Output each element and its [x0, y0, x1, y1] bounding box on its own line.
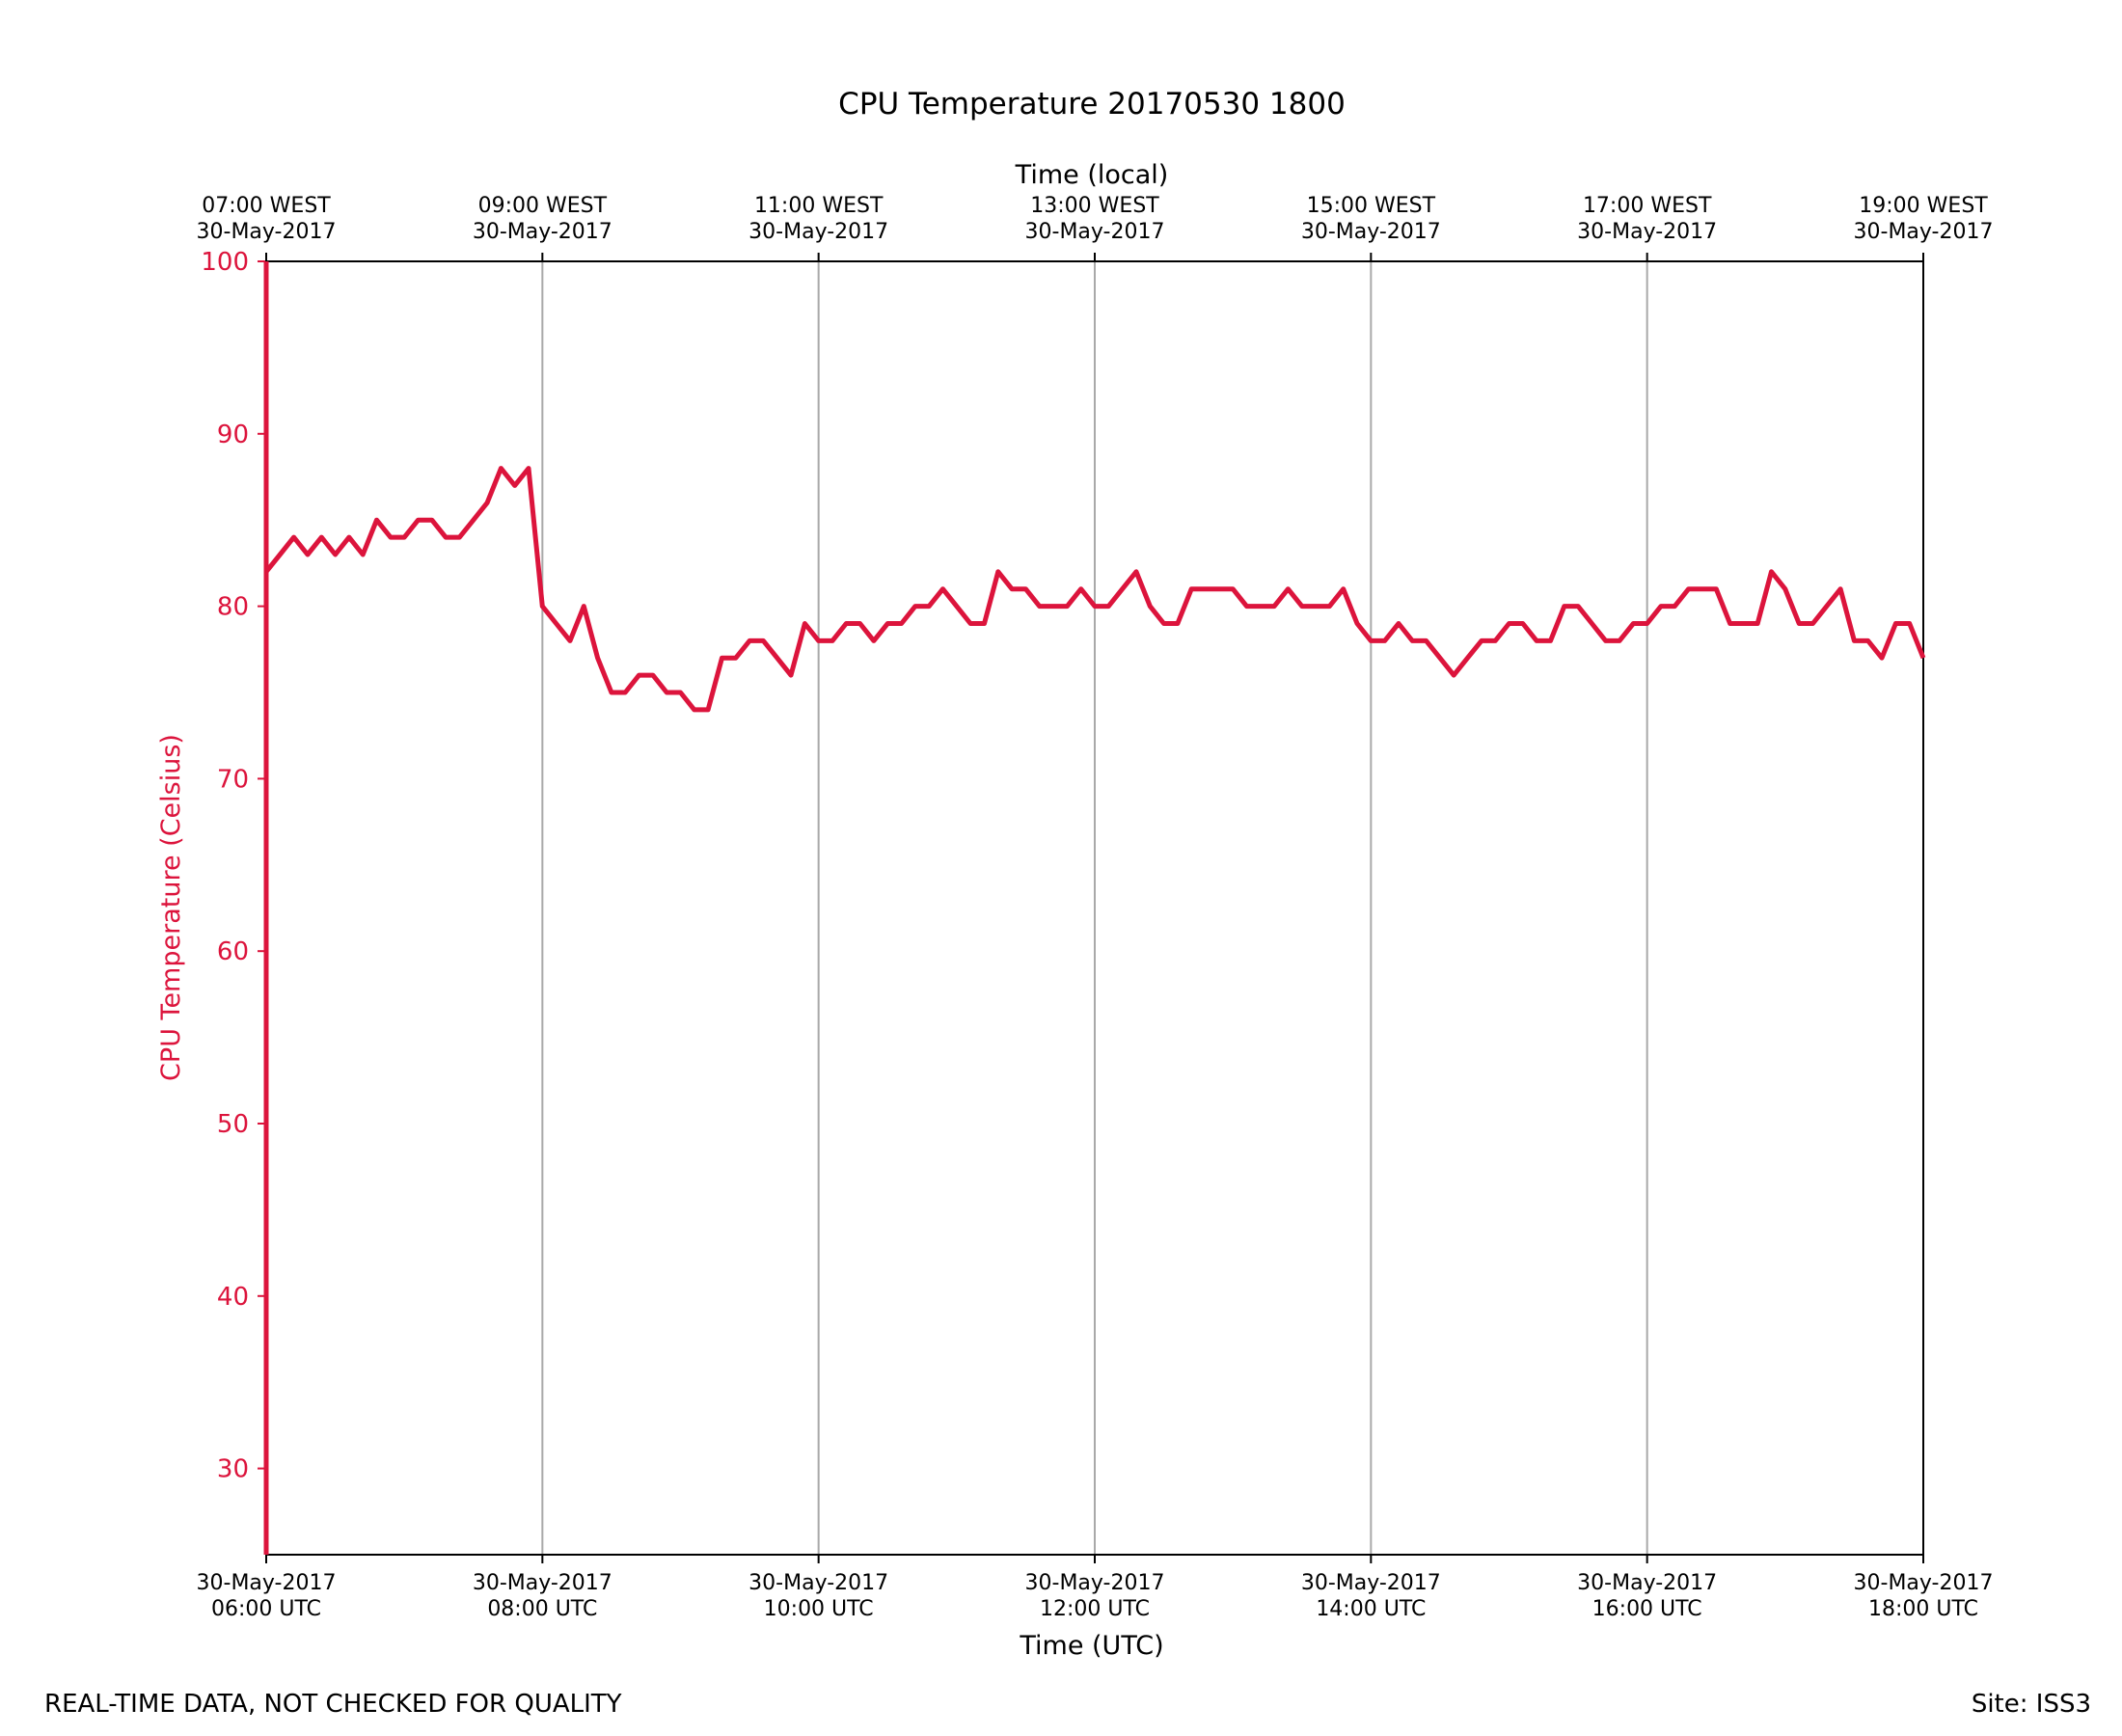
y-tick-label: 80	[217, 593, 249, 622]
y-tick-label: 100	[201, 248, 249, 277]
x-tick-label-date: 30-May-2017	[1301, 1571, 1441, 1595]
top-tick-label-local: 07:00 WEST	[202, 194, 331, 218]
top-tick-label-local: 09:00 WEST	[478, 194, 608, 218]
chart-title: CPU Temperature 20170530 1800	[838, 87, 1346, 122]
top-tick-label-date: 30-May-2017	[748, 220, 888, 244]
y-tick-label: 50	[217, 1110, 249, 1139]
y-axis-label: CPU Temperature (Celsius)	[156, 734, 186, 1081]
y-tick-label: 30	[217, 1455, 249, 1484]
y-tick-label: 70	[217, 765, 249, 794]
top-tick-label-local: 15:00 WEST	[1307, 194, 1436, 218]
quality-disclaimer: REAL-TIME DATA, NOT CHECKED FOR QUALITY	[44, 1690, 622, 1719]
grid-lines	[541, 261, 1648, 1555]
x-tick-label-utc: 16:00 UTC	[1592, 1597, 1702, 1621]
y-tick-label: 40	[217, 1283, 249, 1312]
top-tick-label-local: 11:00 WEST	[754, 194, 884, 218]
x-tick-label-utc: 12:00 UTC	[1040, 1597, 1150, 1621]
top-tick-label-date: 30-May-2017	[473, 220, 612, 244]
x-tick-label-utc: 06:00 UTC	[211, 1597, 321, 1621]
top-tick-label-date: 30-May-2017	[197, 220, 337, 244]
top-tick-label-date: 30-May-2017	[1301, 220, 1441, 244]
x-tick-label-date: 30-May-2017	[1854, 1571, 1994, 1595]
x-tick-label-utc: 18:00 UTC	[1868, 1597, 1978, 1621]
top-tick-label-date: 30-May-2017	[1854, 220, 1994, 244]
site-label: Site: ISS3	[1972, 1690, 2091, 1719]
top-tick-label-date: 30-May-2017	[1577, 220, 1717, 244]
x-tick-label-date: 30-May-2017	[1577, 1571, 1717, 1595]
x-axis-label: Time (UTC)	[1019, 1631, 1163, 1661]
x-tick-label-date: 30-May-2017	[197, 1571, 337, 1595]
y-tick-label: 90	[217, 420, 249, 449]
x-tick-label-date: 30-May-2017	[748, 1571, 888, 1595]
top-x-axis-label: Time (local)	[1015, 160, 1169, 190]
top-tick-label-date: 30-May-2017	[1025, 220, 1165, 244]
top-tick-label-local: 19:00 WEST	[1859, 194, 1988, 218]
x-tick-label-utc: 10:00 UTC	[764, 1597, 874, 1621]
cpu-temperature-line	[264, 466, 1926, 713]
x-tick-label-utc: 08:00 UTC	[487, 1597, 597, 1621]
x-tick-label-date: 30-May-2017	[1025, 1571, 1165, 1595]
top-tick-label-local: 13:00 WEST	[1030, 194, 1159, 218]
x-tick-label-utc: 14:00 UTC	[1316, 1597, 1426, 1621]
x-tick-label-date: 30-May-2017	[473, 1571, 612, 1595]
y-tick-label: 60	[217, 937, 249, 966]
y-axis-ticks: 30 40 50 60 70 80 90 100	[201, 248, 266, 1484]
top-tick-label-local: 17:00 WEST	[1583, 194, 1712, 218]
